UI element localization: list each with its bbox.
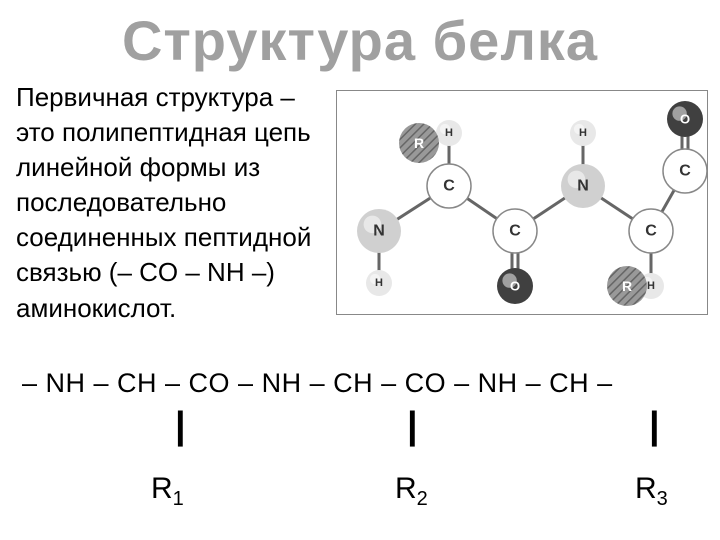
- svg-text:C: C: [509, 223, 521, 240]
- svg-text:R: R: [414, 135, 424, 151]
- svg-text:O: O: [680, 112, 690, 127]
- svg-text:C: C: [443, 178, 455, 195]
- svg-text:N: N: [373, 223, 385, 240]
- peptide-chain-formula: – NH – CH – CO – NH – CH – CO – NH – CH …: [22, 368, 613, 399]
- svg-text:C: C: [679, 163, 691, 180]
- r-group-label: R3: [635, 472, 668, 511]
- vertical-bond-tick: |: [175, 405, 186, 448]
- svg-text:N: N: [577, 178, 589, 195]
- svg-text:H: H: [445, 127, 453, 139]
- vertical-bond-tick: |: [649, 405, 660, 448]
- vertical-bond-tick: |: [407, 405, 418, 448]
- svg-text:H: H: [375, 277, 383, 289]
- svg-text:H: H: [579, 127, 587, 139]
- molecule-diagram: N H C H R C O N H C H R C O: [336, 90, 708, 315]
- slide-title: Структура белка: [122, 8, 598, 73]
- paragraph-text: Первичная структура – это полипептидная …: [16, 80, 326, 326]
- molecule-svg: N H C H R C O N H C H R C O: [337, 91, 709, 316]
- svg-text:O: O: [510, 279, 520, 294]
- svg-text:C: C: [645, 223, 657, 240]
- r-group-label: R2: [395, 472, 428, 511]
- svg-text:R: R: [622, 278, 632, 294]
- svg-text:H: H: [647, 280, 655, 292]
- r-group-label: R1: [151, 472, 184, 511]
